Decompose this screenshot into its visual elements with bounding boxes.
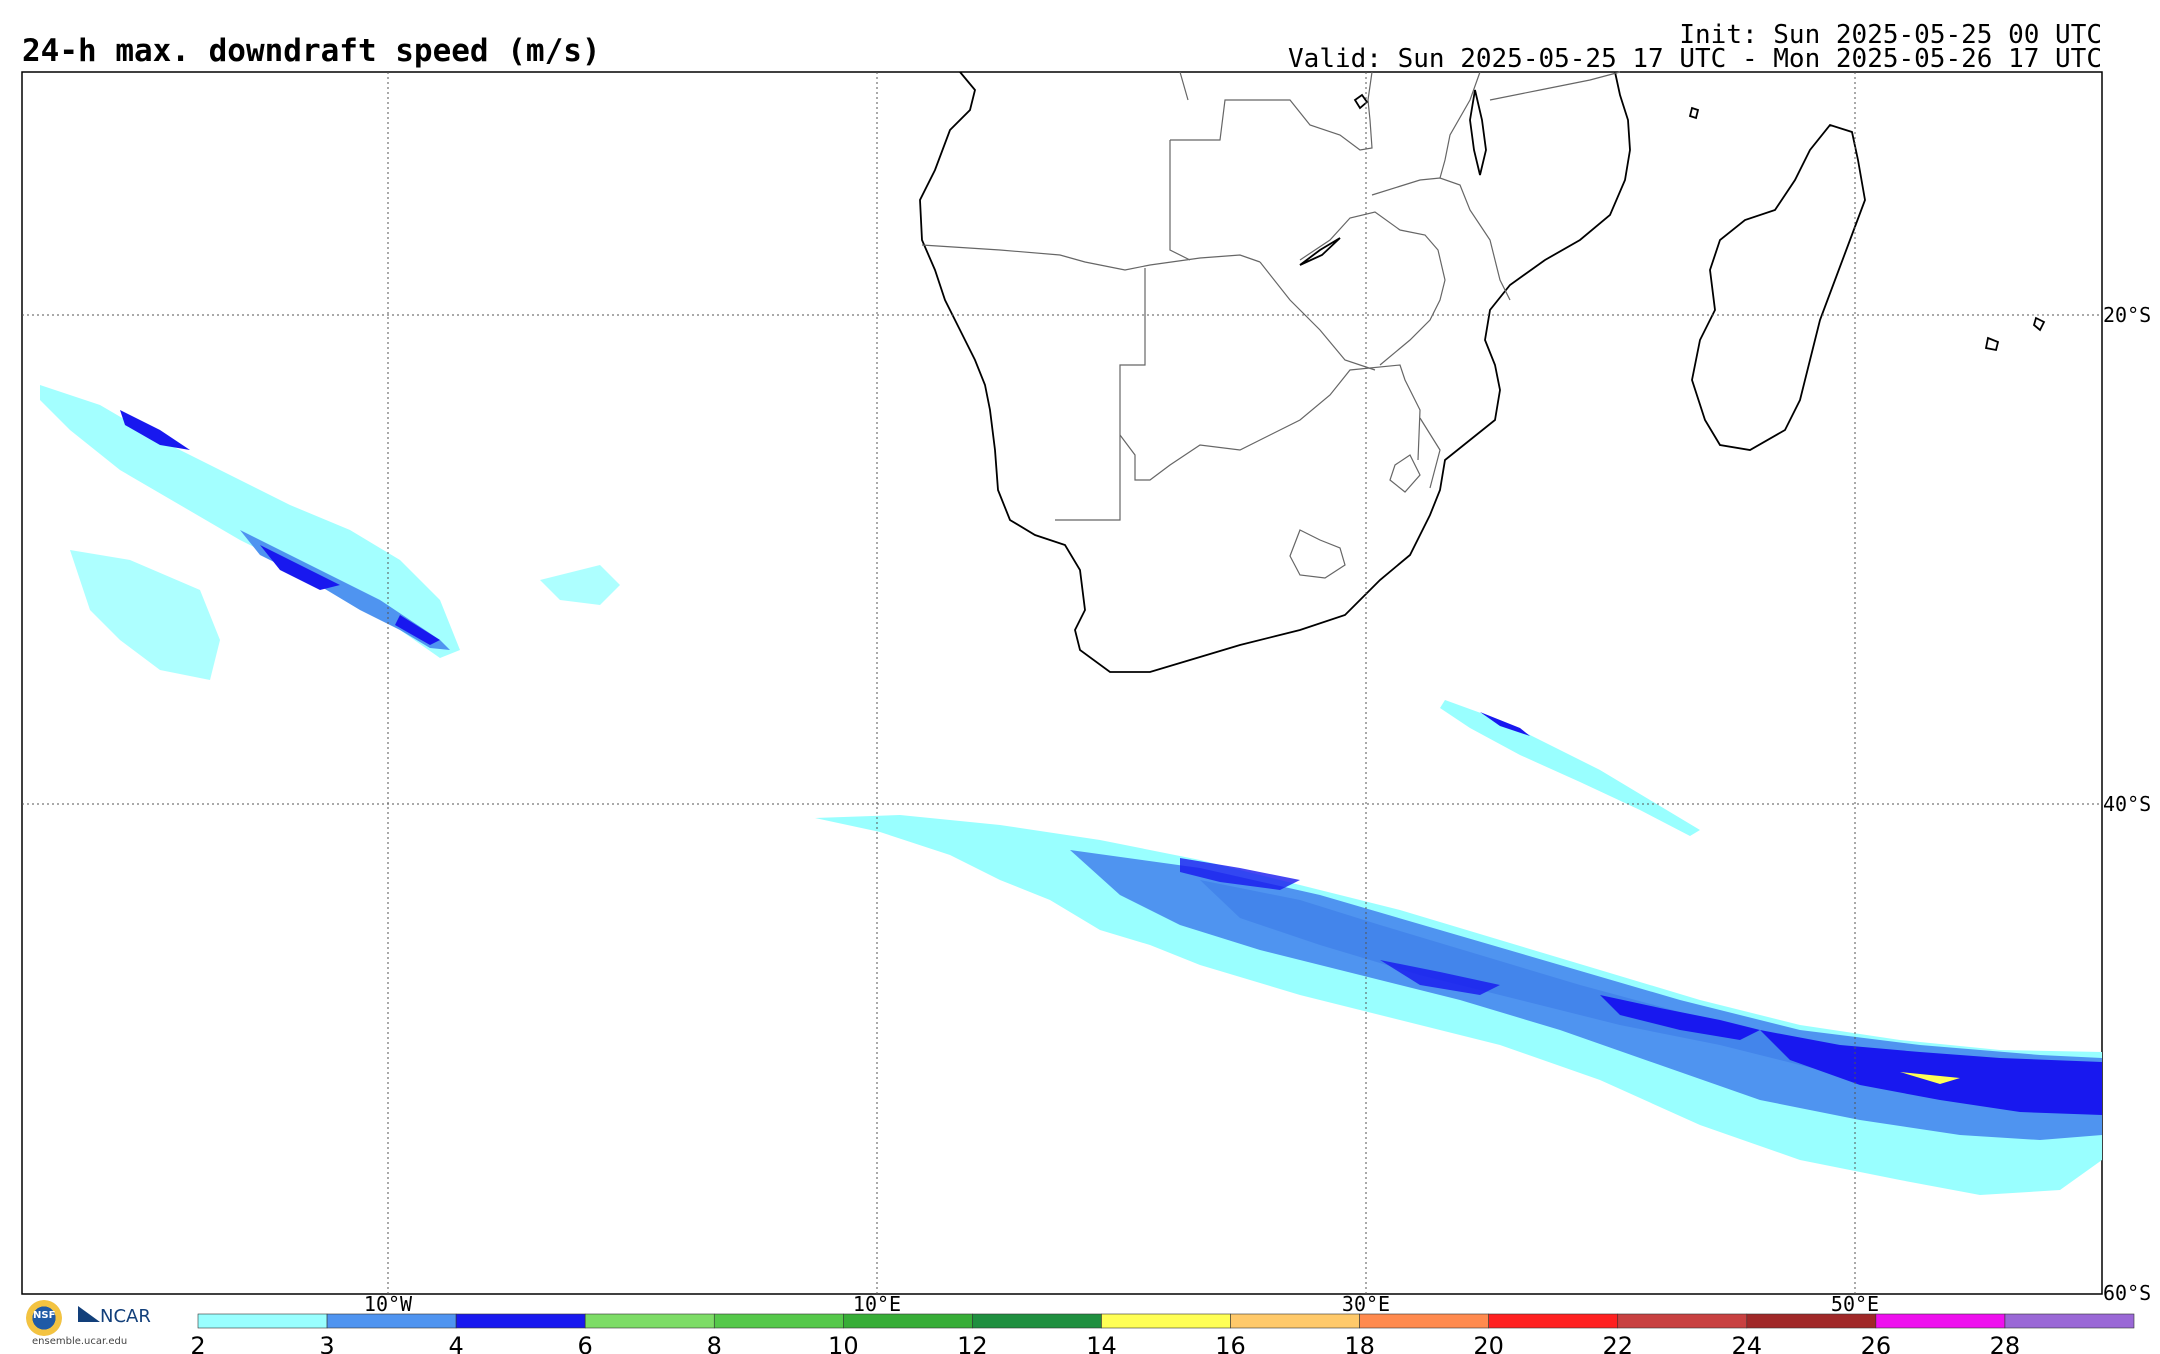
colorbar-tick-label: 26 [1861,1332,1892,1354]
island-mauritius [2032,316,2046,332]
island-reunion [1984,336,2000,352]
colorbar-swatch [1101,1313,1231,1329]
lake-malawi [1469,89,1487,176]
colorbar-tick-label: 24 [1732,1332,1763,1354]
colorbar-swatch [197,1313,328,1329]
colorbar-tick-label: 16 [1215,1332,1246,1354]
colorbar-swatch [1617,1313,1748,1329]
colorbar-tick-label: 14 [1086,1332,1117,1354]
colorbar-swatch [326,1313,457,1329]
colorbar-tick-label: 18 [1344,1332,1375,1354]
colorbar-tick-label: 4 [448,1332,463,1354]
lat-label-60s: 60°S [2103,1281,2151,1305]
colorbar-swatch [1488,1313,1619,1329]
graticule [22,72,2102,1294]
ncar-logo-icon [78,1306,100,1322]
madagascar-coastline [1691,123,1866,451]
colorbar-swatch [1359,1313,1489,1329]
map-title: 24-h max. downdraft speed (m/s) [22,33,601,69]
colorbar-swatch [455,1313,586,1329]
colorbar-tick-label: 12 [957,1332,988,1354]
lat-label-40s: 40°S [2103,792,2151,816]
colorbar: 2 3 4 6 8 10 12 14 16 18 20 22 24 26 28 [190,1313,2135,1354]
colorbar-tick-label: 8 [707,1332,722,1354]
colorbar-tick-label: 3 [319,1332,334,1354]
colorbar-swatch [843,1313,973,1329]
lake-victoria-edge [1353,93,1369,110]
nsf-logo [26,1300,62,1336]
colorbar-tick-label: 22 [1602,1332,1633,1354]
island-comoros [1688,106,1700,120]
downdraft-patches-west [40,385,620,680]
colorbar-tick-label: 6 [578,1332,593,1354]
lon-label-10e: 10°E [853,1292,901,1316]
downdraft-band-south [815,815,2102,1195]
colorbar-swatch [1875,1313,2006,1329]
lon-label-10w: 10°W [364,1292,413,1316]
lat-label-20s: 20°S [2103,303,2151,327]
nsf-logo-text: NSF [33,1310,56,1321]
colorbar-tick-label: 2 [190,1332,205,1354]
colorbar-swatch [1746,1313,1877,1329]
colorbar-swatch [584,1313,715,1329]
colorbar-swatch [972,1313,1102,1329]
downdraft-streak-southeast [1440,700,1700,836]
logo-url: ensemble.ucar.edu [32,1336,128,1347]
logo-block: NSF NCAR ensemble.ucar.edu [22,1300,162,1354]
country-borders [921,71,1621,579]
africa-coastline [919,71,1631,673]
colorbar-swatch [713,1313,844,1329]
ncar-logo-text: NCAR [100,1306,151,1327]
map-panel: 20°S 40°S 60°S 10°W 10°E 30°E 50°E [21,71,2151,1316]
init-time: Init: Sun 2025-05-25 00 UTC [1679,20,2102,50]
colorbar-tick-label: 20 [1473,1332,1504,1354]
colorbar-swatch [1230,1313,1360,1329]
colorbar-swatch [2004,1313,2135,1329]
colorbar-tick-label: 28 [1990,1332,2021,1354]
lon-label-50e: 50°E [1831,1292,1879,1316]
valid-time: Valid: Sun 2025-05-25 17 UTC - Mon 2025-… [1288,44,2102,74]
colorbar-tick-label: 10 [828,1332,859,1354]
coastlines [919,71,2046,673]
lake-kariba [1299,237,1341,266]
lon-label-30e: 30°E [1342,1292,1390,1316]
